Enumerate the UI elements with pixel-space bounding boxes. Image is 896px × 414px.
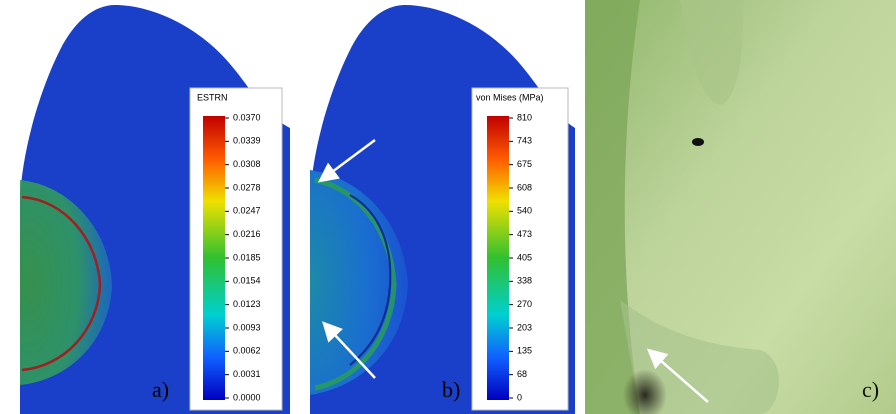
tick-label: 743 (517, 136, 532, 146)
figure: ESTRN 0.0370 0.0339 0.0308 0.0278 0.0247 0.02… (0, 0, 896, 414)
tick-label: 0.0308 (233, 159, 261, 169)
colorbar-title: ESTRN (197, 92, 228, 102)
tick-label: 675 (517, 159, 532, 169)
tick-label: 338 (517, 276, 532, 286)
tick-label: 0.0216 (233, 229, 261, 239)
tick-label: 270 (517, 299, 532, 309)
panel-label: a) (152, 377, 169, 402)
tick-label: 68 (517, 369, 527, 379)
tick-label: 0 (517, 392, 522, 402)
tick-label: 0.0093 (233, 322, 261, 332)
colorbar (203, 116, 225, 400)
tick-label: 0.0278 (233, 182, 261, 192)
colorbar-title: von Mises (MPa) (476, 92, 544, 102)
tick-label: 810 (517, 112, 532, 122)
colorbar (487, 116, 509, 400)
tick-label: 135 (517, 346, 532, 356)
panel-a: ESTRN 0.0370 0.0339 0.0308 0.0278 0.0247 0.02… (20, 5, 290, 414)
panel-c: c) (585, 0, 896, 414)
tick-label: 0.0370 (233, 112, 261, 122)
tick-label: 473 (517, 229, 532, 239)
tick-label: 405 (517, 252, 532, 262)
panel-b: von Mises (MPa) 810 743 675 608 540 473 405 338… (310, 5, 575, 414)
tick-label: 0.0154 (233, 276, 261, 286)
tick-label: 0.0000 (233, 392, 261, 402)
photo-spot (692, 138, 704, 146)
tick-label: 0.0062 (233, 346, 261, 356)
panel-label: b) (442, 377, 460, 402)
tick-label: 0.0123 (233, 299, 261, 309)
tick-label: 203 (517, 322, 532, 332)
tick-label: 608 (517, 182, 532, 192)
tick-label: 0.0031 (233, 369, 261, 379)
panel-label: c) (862, 377, 879, 402)
tick-label: 0.0247 (233, 206, 261, 216)
tick-label: 0.0339 (233, 136, 261, 146)
tick-label: 540 (517, 206, 532, 216)
tick-label: 0.0185 (233, 252, 261, 262)
